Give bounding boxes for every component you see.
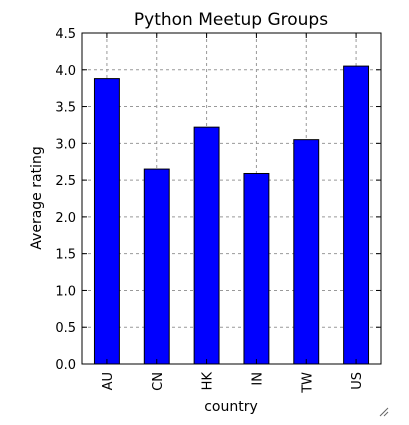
bar-us bbox=[343, 65, 370, 365]
y-tick-label: 1.5 bbox=[55, 248, 76, 263]
y-tick-label: 3.0 bbox=[55, 137, 76, 152]
y-axis-ticks: 0.0 0.5 1.0 1.5 2.0 2.5 3.0 3.5 4.0 4.5 bbox=[55, 27, 381, 373]
y-tick-label: 4.5 bbox=[55, 27, 76, 42]
x-tick-label: US bbox=[350, 372, 365, 390]
x-tick-label: IN bbox=[250, 372, 265, 386]
y-tick-label: 4.0 bbox=[55, 64, 76, 79]
resize-grip-icon[interactable] bbox=[379, 407, 389, 417]
plot-frame bbox=[81, 32, 382, 365]
y-tick-label: 2.5 bbox=[55, 174, 76, 189]
grid-lines bbox=[82, 33, 381, 364]
x-axis-ticks: AU CN HK IN TW US bbox=[101, 33, 365, 394]
y-tick-label: 3.5 bbox=[55, 101, 76, 116]
y-tick-label: 0.0 bbox=[55, 358, 76, 373]
x-tick-label: TW bbox=[300, 372, 315, 394]
bar-cn bbox=[143, 168, 170, 365]
x-axis-label: country bbox=[204, 399, 258, 415]
y-tick-label: 2.0 bbox=[55, 211, 76, 226]
x-tick-label: CN bbox=[151, 372, 166, 391]
bar-tw bbox=[293, 139, 320, 365]
bars bbox=[93, 65, 370, 365]
bar-in bbox=[243, 172, 270, 365]
x-tick-label: AU bbox=[101, 372, 116, 390]
bar-hk bbox=[193, 126, 220, 365]
bar-au bbox=[93, 78, 120, 365]
chart-title: Python Meetup Groups bbox=[134, 10, 328, 30]
y-tick-label: 0.5 bbox=[55, 321, 76, 336]
x-tick-label: HK bbox=[201, 372, 216, 391]
y-axis-label: Average rating bbox=[29, 146, 45, 249]
y-tick-label: 1.0 bbox=[55, 284, 76, 299]
